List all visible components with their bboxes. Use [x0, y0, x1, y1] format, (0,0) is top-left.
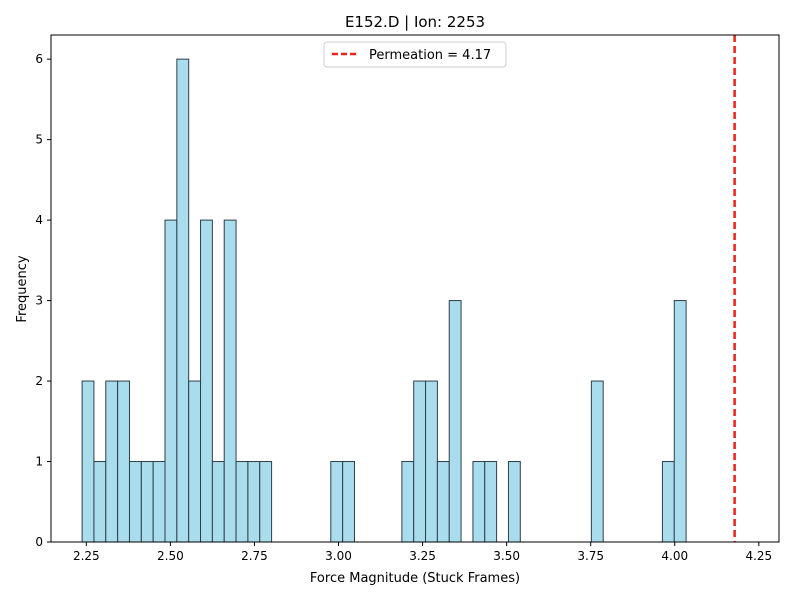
- legend-label: Permeation = 4.17: [369, 48, 491, 63]
- y-axis-ticks: 0 1 2 3 4 5 6: [35, 52, 51, 549]
- histogram-bar: [211, 461, 225, 543]
- histogram-bar: [176, 58, 190, 543]
- histogram-bar: [673, 300, 687, 543]
- x-tick-label: 4.00: [661, 549, 688, 563]
- histogram-bar: [117, 380, 130, 543]
- histogram-bar: [448, 300, 462, 543]
- x-tick-label: 3.50: [493, 549, 520, 563]
- y-tick-label: 4: [35, 213, 43, 227]
- y-tick-label: 1: [35, 455, 43, 469]
- histogram-bar: [200, 219, 213, 543]
- histogram-bar: [436, 461, 450, 543]
- histogram-bar: [128, 461, 142, 543]
- histogram-bar: [223, 219, 237, 543]
- histogram-bar: [247, 461, 261, 543]
- x-tick-label: 2.25: [73, 549, 100, 563]
- histogram-bar: [140, 461, 154, 543]
- histogram-bars: [81, 58, 687, 543]
- y-axis-label: Frequency: [15, 255, 30, 322]
- histogram-bar: [413, 380, 427, 543]
- histogram-bar: [507, 461, 521, 543]
- x-tick-label: 2.75: [241, 549, 268, 563]
- y-tick-label: 5: [35, 133, 43, 147]
- histogram-bar: [590, 380, 604, 543]
- x-tick-label: 3.00: [325, 549, 352, 563]
- histogram-bar: [235, 461, 249, 543]
- x-tick-label: 4.25: [745, 549, 772, 563]
- histogram-bar: [93, 461, 107, 543]
- histogram-bar: [472, 461, 486, 543]
- legend: Permeation = 4.17: [323, 41, 507, 68]
- histogram-bar: [661, 461, 675, 543]
- histogram-bar: [164, 219, 178, 543]
- y-tick-label: 2: [35, 374, 43, 388]
- x-tick-label: 3.25: [409, 549, 436, 563]
- legend-box: [323, 41, 507, 68]
- histogram-bar: [188, 380, 202, 543]
- histogram-bar: [401, 461, 415, 543]
- x-axis-label: Force Magnitude (Stuck Frames): [310, 571, 520, 586]
- y-tick-label: 3: [35, 294, 43, 308]
- histogram-bar: [105, 380, 119, 543]
- y-tick-label: 6: [35, 52, 43, 66]
- plot-frame: [50, 34, 780, 543]
- histogram-bar: [81, 380, 95, 543]
- histogram-bar: [425, 380, 438, 543]
- x-tick-label: 2.50: [157, 549, 184, 563]
- histogram-bar: [484, 461, 498, 543]
- chart-title: E152.D | Ion: 2253: [345, 13, 485, 31]
- x-tick-label: 3.75: [577, 549, 604, 563]
- histogram-bar: [342, 461, 355, 543]
- histogram-bar: [330, 461, 344, 543]
- y-tick-label: 0: [35, 535, 43, 549]
- histogram-bar: [152, 461, 166, 543]
- x-axis-ticks: 2.25 2.50 2.75 3.00 3.25 3.50 3.75 4.00 4.25: [73, 542, 772, 563]
- histogram-bar: [259, 461, 273, 543]
